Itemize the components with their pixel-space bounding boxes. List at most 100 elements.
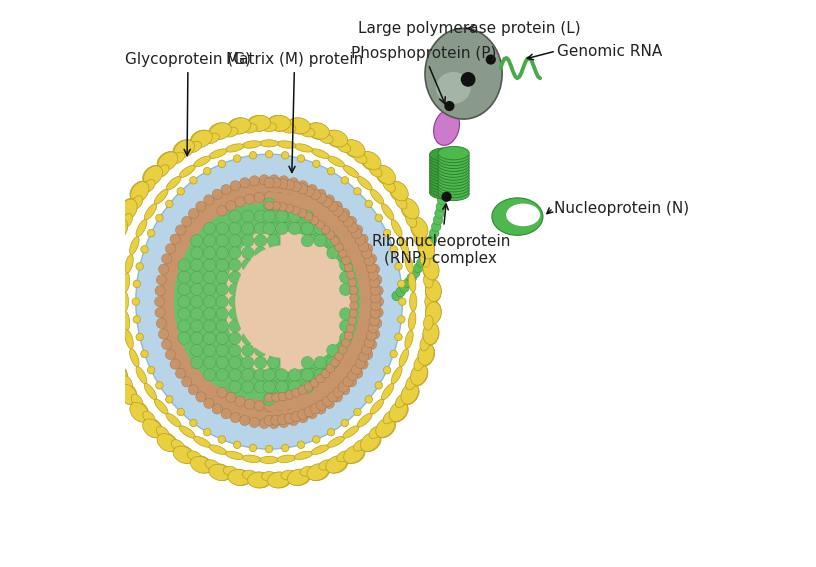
Circle shape	[432, 222, 441, 231]
Circle shape	[156, 214, 163, 222]
Circle shape	[330, 236, 339, 245]
Ellipse shape	[357, 413, 372, 427]
Circle shape	[218, 436, 225, 443]
Ellipse shape	[228, 118, 251, 134]
Circle shape	[267, 259, 279, 271]
Ellipse shape	[166, 176, 181, 190]
Circle shape	[301, 235, 313, 247]
Ellipse shape	[122, 273, 130, 292]
Circle shape	[314, 357, 326, 369]
Circle shape	[242, 271, 254, 284]
Circle shape	[352, 229, 361, 239]
Circle shape	[293, 235, 305, 247]
Ellipse shape	[224, 127, 238, 137]
Circle shape	[191, 247, 203, 259]
Circle shape	[362, 244, 373, 254]
Circle shape	[395, 263, 402, 270]
Ellipse shape	[143, 411, 155, 424]
Ellipse shape	[136, 219, 147, 236]
Circle shape	[298, 386, 307, 395]
Ellipse shape	[429, 168, 461, 181]
Circle shape	[263, 222, 275, 235]
Ellipse shape	[209, 445, 227, 454]
Circle shape	[191, 320, 203, 332]
Ellipse shape	[383, 179, 395, 192]
Ellipse shape	[209, 464, 231, 481]
Ellipse shape	[114, 357, 124, 371]
Ellipse shape	[248, 115, 271, 132]
Circle shape	[293, 197, 304, 207]
Circle shape	[291, 206, 300, 215]
Wedge shape	[269, 192, 379, 411]
Circle shape	[293, 308, 305, 320]
Circle shape	[392, 291, 401, 301]
Circle shape	[316, 404, 326, 414]
Ellipse shape	[327, 437, 344, 447]
Circle shape	[166, 244, 175, 254]
Circle shape	[267, 320, 279, 332]
Circle shape	[370, 315, 379, 325]
Circle shape	[182, 217, 192, 227]
Circle shape	[204, 398, 214, 408]
Circle shape	[304, 187, 314, 197]
Circle shape	[263, 198, 275, 210]
Circle shape	[293, 344, 305, 357]
Circle shape	[305, 247, 317, 259]
Circle shape	[355, 358, 366, 369]
Ellipse shape	[391, 367, 402, 384]
Circle shape	[255, 284, 267, 295]
Circle shape	[242, 259, 254, 271]
Circle shape	[291, 181, 301, 192]
Circle shape	[133, 280, 140, 287]
Circle shape	[155, 286, 165, 296]
Wedge shape	[281, 231, 351, 372]
Ellipse shape	[418, 343, 434, 365]
Circle shape	[255, 259, 267, 271]
Ellipse shape	[188, 451, 202, 462]
Circle shape	[240, 177, 250, 188]
Circle shape	[212, 189, 222, 200]
Circle shape	[255, 357, 267, 369]
Circle shape	[318, 271, 330, 284]
Circle shape	[331, 332, 344, 344]
Circle shape	[311, 387, 322, 397]
Circle shape	[242, 381, 254, 393]
Text: Genomic RNA: Genomic RNA	[557, 44, 663, 58]
Ellipse shape	[247, 115, 270, 131]
Circle shape	[343, 217, 353, 227]
Circle shape	[274, 192, 284, 202]
Circle shape	[283, 399, 294, 409]
Circle shape	[291, 388, 300, 397]
Circle shape	[370, 264, 379, 274]
Circle shape	[283, 194, 294, 204]
Circle shape	[331, 320, 344, 332]
Circle shape	[263, 369, 275, 381]
Circle shape	[242, 320, 254, 332]
Ellipse shape	[247, 472, 270, 488]
Circle shape	[373, 307, 384, 318]
Ellipse shape	[401, 199, 419, 221]
Ellipse shape	[125, 330, 133, 349]
Circle shape	[322, 396, 332, 407]
Circle shape	[357, 286, 368, 296]
Circle shape	[289, 369, 301, 381]
Ellipse shape	[225, 451, 244, 459]
Circle shape	[335, 352, 344, 361]
Circle shape	[280, 357, 292, 369]
Circle shape	[133, 316, 140, 323]
Circle shape	[230, 412, 241, 422]
Circle shape	[346, 217, 357, 227]
Ellipse shape	[344, 446, 365, 464]
Ellipse shape	[130, 349, 139, 367]
Text: Large polymerase protein (L): Large polymerase protein (L)	[358, 21, 580, 36]
Circle shape	[279, 176, 289, 186]
Ellipse shape	[248, 472, 271, 488]
Ellipse shape	[158, 433, 178, 451]
Ellipse shape	[97, 280, 113, 303]
Circle shape	[358, 242, 369, 252]
Circle shape	[157, 275, 166, 285]
Ellipse shape	[319, 460, 333, 470]
Circle shape	[265, 150, 273, 158]
Circle shape	[395, 333, 402, 341]
Circle shape	[350, 301, 358, 310]
